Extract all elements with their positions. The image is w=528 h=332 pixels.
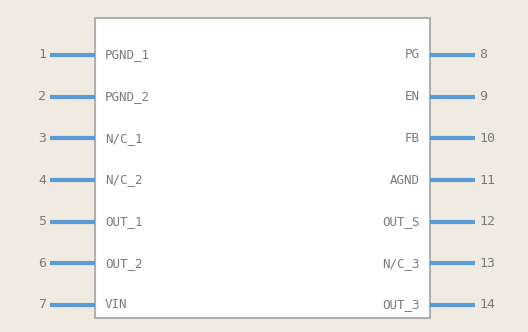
Bar xyxy=(95,18,430,318)
Text: N/C_3: N/C_3 xyxy=(382,257,420,270)
Text: FB: FB xyxy=(405,132,420,145)
Text: 6: 6 xyxy=(38,257,46,270)
Text: EN: EN xyxy=(405,90,420,103)
Text: 1: 1 xyxy=(38,48,46,61)
Text: OUT_2: OUT_2 xyxy=(105,257,143,270)
Text: 7: 7 xyxy=(38,298,46,311)
Text: 11: 11 xyxy=(479,174,495,187)
Text: PGND_2: PGND_2 xyxy=(105,90,150,103)
Text: 14: 14 xyxy=(479,298,495,311)
Text: 2: 2 xyxy=(38,90,46,103)
Text: 10: 10 xyxy=(479,132,495,145)
Text: N/C_2: N/C_2 xyxy=(105,174,143,187)
Text: OUT_1: OUT_1 xyxy=(105,215,143,228)
Text: VIN: VIN xyxy=(105,298,127,311)
Text: 12: 12 xyxy=(479,215,495,228)
Text: N/C_1: N/C_1 xyxy=(105,132,143,145)
Text: 3: 3 xyxy=(38,132,46,145)
Text: AGND: AGND xyxy=(390,174,420,187)
Text: OUT_3: OUT_3 xyxy=(382,298,420,311)
Text: 8: 8 xyxy=(479,48,487,61)
Text: PGND_1: PGND_1 xyxy=(105,48,150,61)
Text: 5: 5 xyxy=(38,215,46,228)
Text: 9: 9 xyxy=(479,90,487,103)
Text: OUT_S: OUT_S xyxy=(382,215,420,228)
Text: PG: PG xyxy=(405,48,420,61)
Text: 4: 4 xyxy=(38,174,46,187)
Text: 13: 13 xyxy=(479,257,495,270)
